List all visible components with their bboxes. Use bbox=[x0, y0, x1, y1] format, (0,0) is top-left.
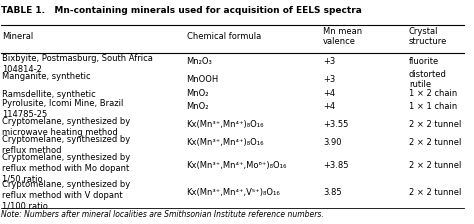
Text: Mineral: Mineral bbox=[2, 32, 33, 41]
Text: +3: +3 bbox=[323, 57, 336, 66]
Text: Cryptomelane, synthesized by
reflux method with Mo dopant
1/50 ratio: Cryptomelane, synthesized by reflux meth… bbox=[2, 153, 130, 183]
Text: 2 × 2 tunnel: 2 × 2 tunnel bbox=[409, 187, 461, 196]
Text: 1 × 1 chain: 1 × 1 chain bbox=[409, 102, 457, 111]
Text: Mn mean
valence: Mn mean valence bbox=[323, 27, 362, 46]
Text: MnO₂: MnO₂ bbox=[187, 89, 209, 98]
Text: TABLE 1.   Mn-containing minerals used for acquisition of EELS spectra: TABLE 1. Mn-containing minerals used for… bbox=[1, 6, 362, 15]
Text: distorted
rutile: distorted rutile bbox=[409, 70, 447, 89]
Text: MnOOH: MnOOH bbox=[187, 75, 219, 84]
Text: Kx(Mn³⁺,Mn⁴⁺)₈O₁₆: Kx(Mn³⁺,Mn⁴⁺)₈O₁₆ bbox=[187, 120, 264, 129]
Text: 2 × 2 tunnel: 2 × 2 tunnel bbox=[409, 161, 461, 170]
Text: MnO₂: MnO₂ bbox=[187, 102, 209, 111]
Text: +3.55: +3.55 bbox=[323, 120, 348, 129]
Text: +4: +4 bbox=[323, 102, 335, 111]
Text: 2 × 2 tunnel: 2 × 2 tunnel bbox=[409, 120, 461, 129]
Text: +3: +3 bbox=[323, 75, 336, 84]
Text: Chemical formula: Chemical formula bbox=[187, 32, 261, 41]
Text: Cryptomelane, synthesized by
reflux method: Cryptomelane, synthesized by reflux meth… bbox=[2, 135, 130, 155]
Text: Pyrolusite, Icomi Mine, Brazil
114785-25: Pyrolusite, Icomi Mine, Brazil 114785-25 bbox=[2, 99, 123, 119]
Text: Manganite, synthetic: Manganite, synthetic bbox=[2, 72, 91, 82]
Text: Cryptomelane, synthesized by
reflux method with V dopant
1/100 ratio: Cryptomelane, synthesized by reflux meth… bbox=[2, 180, 130, 210]
Text: Crystal
structure: Crystal structure bbox=[409, 27, 447, 46]
Text: +3.85: +3.85 bbox=[323, 161, 348, 170]
Text: Bixbyite, Postmasburg, South Africa
104814-2: Bixbyite, Postmasburg, South Africa 1048… bbox=[2, 54, 153, 74]
Text: Kx(Mn³⁺,Mn⁴⁺)₈O₁₆: Kx(Mn³⁺,Mn⁴⁺)₈O₁₆ bbox=[187, 138, 264, 147]
Text: 3.85: 3.85 bbox=[323, 187, 342, 196]
Text: 1 × 2 chain: 1 × 2 chain bbox=[409, 89, 457, 98]
Text: Ramsdellite, synthetic: Ramsdellite, synthetic bbox=[2, 90, 96, 99]
Text: 3.90: 3.90 bbox=[323, 138, 342, 147]
Text: Kx(Mn³⁺,Mn⁴⁺,V⁵⁺)₈O₁₆: Kx(Mn³⁺,Mn⁴⁺,V⁵⁺)₈O₁₆ bbox=[187, 187, 280, 196]
Text: Cryptomelane, synthesized by
microwave heating method: Cryptomelane, synthesized by microwave h… bbox=[2, 117, 130, 137]
Text: +4: +4 bbox=[323, 89, 335, 98]
Text: Mn₂O₃: Mn₂O₃ bbox=[187, 57, 212, 66]
Text: fluorite: fluorite bbox=[409, 57, 439, 66]
Text: Note: Numbers after mineral localities are Smithsonian Institute reference numbe: Note: Numbers after mineral localities a… bbox=[1, 210, 324, 220]
Text: Kx(Mn³⁺,Mn⁴⁺,Mo⁶⁺)₈O₁₆: Kx(Mn³⁺,Mn⁴⁺,Mo⁶⁺)₈O₁₆ bbox=[187, 161, 287, 170]
Text: 2 × 2 tunnel: 2 × 2 tunnel bbox=[409, 138, 461, 147]
